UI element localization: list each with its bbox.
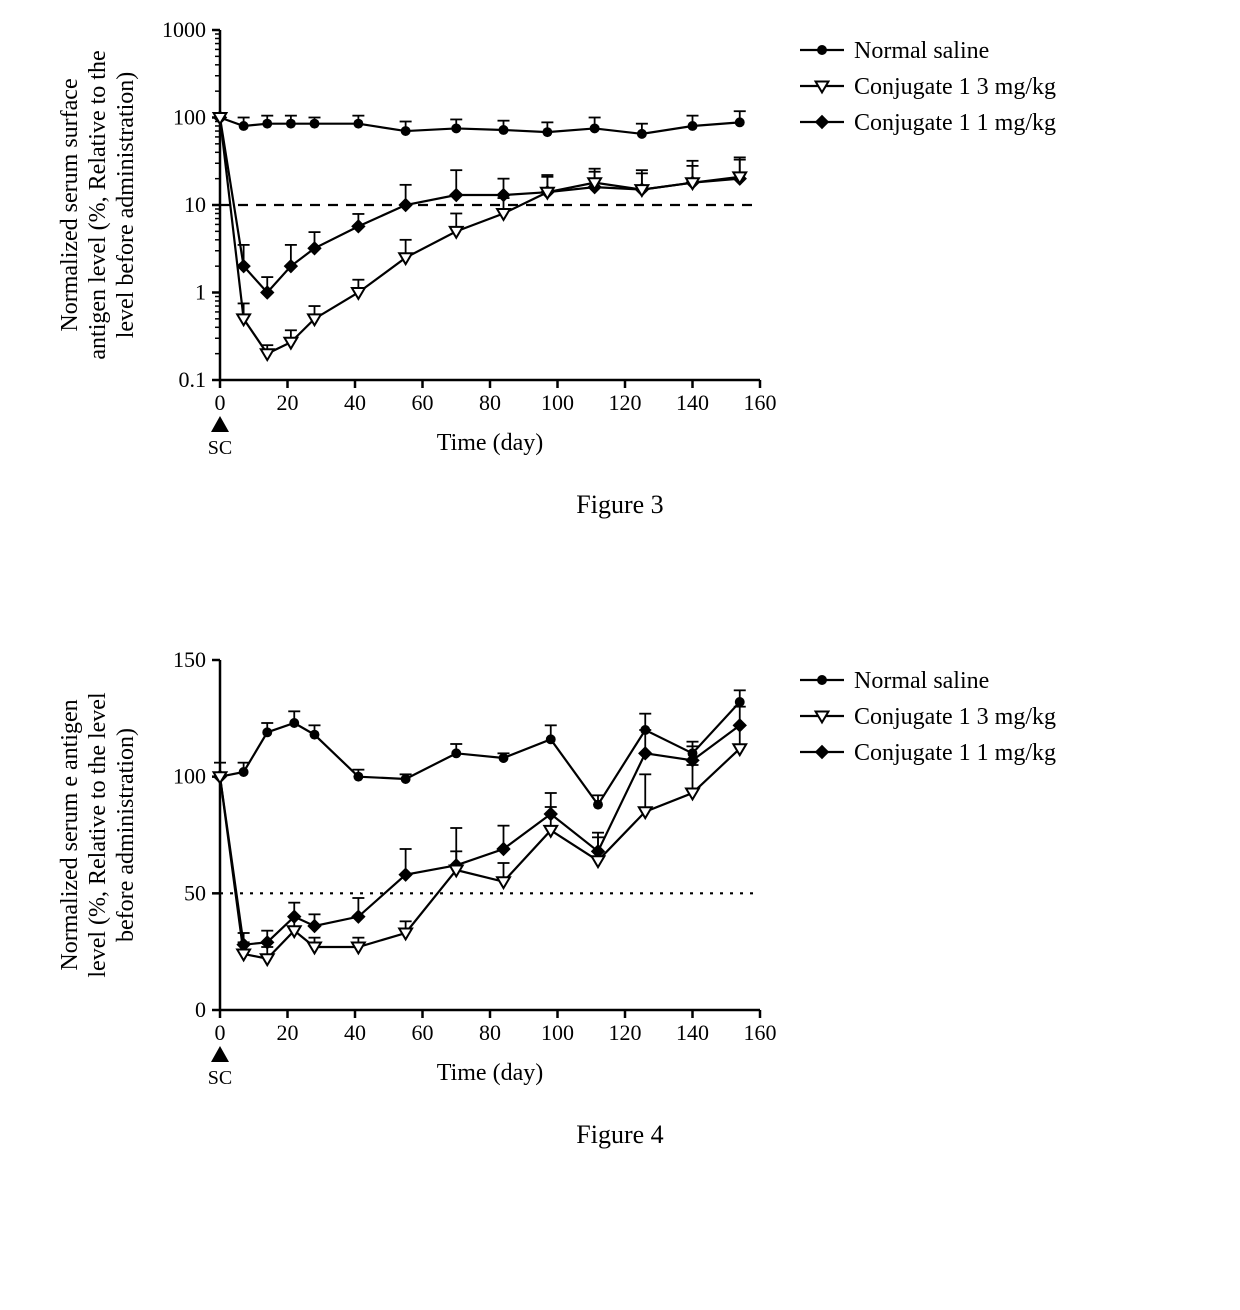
figure-3-chart: 0.1 1 10 100 1000 0 20 40 60 80 100 120 140 160 SC Time… (0, 0, 1240, 480)
svg-text:before administration): before administration) (113, 728, 139, 942)
svg-text:antigen level (%, Relative to: antigen level (%, Relative to the (85, 50, 111, 359)
svg-text:SC: SC (208, 1067, 232, 1089)
svg-text:20: 20 (277, 390, 299, 415)
svg-text:Normalized serum surface: Normalized serum surface (57, 78, 83, 331)
svg-text:0: 0 (215, 1020, 226, 1045)
svg-text:160: 160 (744, 1020, 777, 1045)
svg-text:160: 160 (744, 390, 777, 415)
svg-text:150: 150 (173, 647, 206, 672)
svg-text:Conjugate 1 3 mg/kg: Conjugate 1 3 mg/kg (854, 74, 1056, 100)
page: 0.11101001000020406080100120140160SCTime… (0, 0, 1240, 1310)
svg-text:Time (day): Time (day) (437, 430, 543, 456)
svg-text:140: 140 (676, 390, 709, 415)
svg-text:60: 60 (412, 390, 434, 415)
figure-4-block: 0 50 100 150 0 20 40 60 80 100 120 140 160 SC Time (da… (0, 630, 1240, 1190)
svg-text:Normal saline: Normal saline (854, 38, 989, 64)
svg-text:Normal saline: Normal saline (854, 668, 989, 694)
svg-text:1: 1 (195, 280, 206, 305)
svg-text:0: 0 (215, 390, 226, 415)
svg-text:level before administration): level before administration) (113, 72, 139, 339)
svg-text:SC: SC (208, 437, 232, 459)
sc-marker-icon (211, 1046, 229, 1062)
svg-text:140: 140 (676, 1020, 709, 1045)
figure-3-caption: Figure 3 (0, 490, 1240, 520)
svg-text:100: 100 (173, 764, 206, 789)
svg-text:20: 20 (277, 1020, 299, 1045)
svg-text:level (%, Relative to the leve: level (%, Relative to the level (85, 692, 111, 978)
figure-4-chart: 0 50 100 150 0 20 40 60 80 100 120 140 160 SC Time (da… (0, 630, 1240, 1110)
svg-text:60: 60 (412, 1020, 434, 1045)
sc-marker-icon (211, 416, 229, 432)
svg-text:Conjugate 1 3 mg/kg: Conjugate 1 3 mg/kg (854, 704, 1056, 730)
svg-text:80: 80 (479, 1020, 501, 1045)
svg-text:Conjugate 1 1 mg/kg: Conjugate 1 1 mg/kg (854, 740, 1056, 766)
svg-text:0: 0 (195, 997, 206, 1022)
svg-text:80: 80 (479, 390, 501, 415)
svg-text:10: 10 (184, 192, 206, 217)
svg-text:40: 40 (344, 390, 366, 415)
svg-text:40: 40 (344, 1020, 366, 1045)
svg-text:120: 120 (609, 390, 642, 415)
svg-text:120: 120 (609, 1020, 642, 1045)
figure-3-block: 0.1 1 10 100 1000 0 20 40 60 80 100 120 140 160 SC Time… (0, 0, 1240, 560)
svg-text:100: 100 (541, 390, 574, 415)
svg-text:1000: 1000 (162, 17, 206, 42)
figure-4-caption: Figure 4 (0, 1120, 1240, 1150)
svg-text:Time (day): Time (day) (437, 1060, 543, 1086)
svg-text:100: 100 (541, 1020, 574, 1045)
svg-text:50: 50 (184, 880, 206, 905)
svg-text:100: 100 (173, 105, 206, 130)
svg-text:Normalized serum e antigen: Normalized serum e antigen (57, 699, 83, 970)
svg-text:Conjugate 1 1 mg/kg: Conjugate 1 1 mg/kg (854, 110, 1056, 136)
svg-text:0.1: 0.1 (179, 367, 207, 392)
